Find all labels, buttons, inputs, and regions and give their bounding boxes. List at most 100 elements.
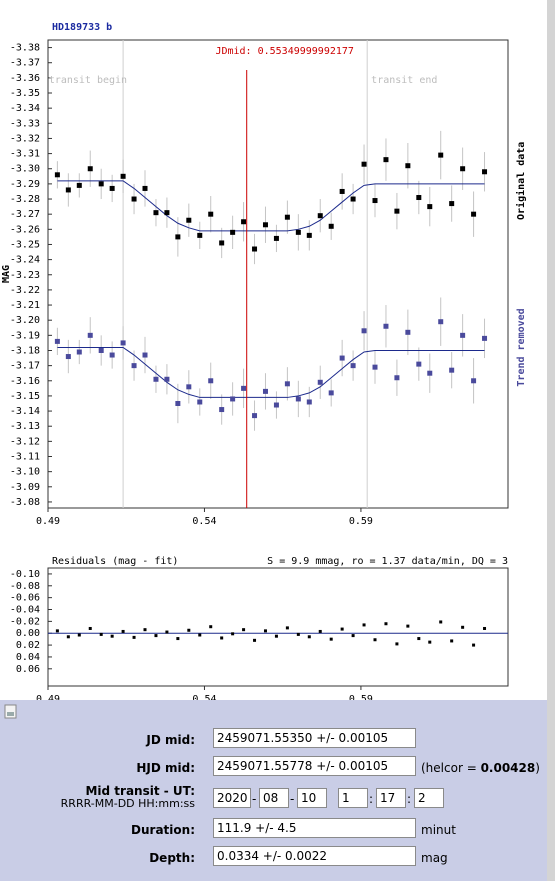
data-point (405, 163, 411, 169)
data-point (65, 354, 71, 360)
data-point (88, 626, 92, 630)
y-tick-label: -3.32 (10, 133, 40, 144)
data-point (471, 378, 477, 384)
data-point (372, 198, 378, 204)
data-point (131, 363, 137, 369)
y-tick-label: -3.08 (10, 497, 40, 508)
data-point (339, 355, 345, 361)
data-point (76, 182, 82, 188)
chart-title: HD189733 b (52, 22, 112, 33)
data-point (427, 370, 433, 376)
chart-title: Residuals (mag - fit) (52, 556, 178, 567)
data-point (219, 407, 225, 413)
y-tick-label: -3.26 (10, 224, 40, 235)
transit-label: transit begin (49, 75, 127, 86)
data-point (449, 201, 455, 207)
data-point (450, 639, 454, 643)
data-point (460, 332, 466, 338)
y-tick-label: -3.24 (10, 255, 40, 266)
data-point (439, 620, 443, 624)
y-tick-label: -3.11 (10, 452, 40, 463)
data-point (438, 319, 444, 325)
data-point (307, 635, 311, 639)
input[interactable]: 0.0334 +/- 0.0022 (213, 846, 416, 866)
data-point (482, 169, 488, 175)
data-point (361, 161, 367, 167)
helcor: (helcor = 0.00428) (421, 761, 540, 775)
data-point (383, 323, 389, 329)
label: JD mid: (146, 733, 195, 747)
data-point (120, 173, 126, 179)
y-tick-label: -3.22 (10, 285, 40, 296)
charts: -3.38 -3.37 -3.36 -3.35 -3.34 -3.33 -3.32 -3.31… (1, 22, 527, 705)
label: Duration: (131, 823, 195, 837)
data-point (461, 625, 465, 629)
data-point (339, 188, 345, 194)
series-label: Original data (515, 142, 527, 220)
data-point (383, 157, 389, 163)
y-tick-label: -3.19 (10, 330, 40, 341)
input[interactable]: 17 (376, 788, 406, 808)
y-tick-label: -3.20 (10, 315, 40, 326)
label: HJD mid: (136, 761, 195, 775)
y-tick-label: -0.02 (10, 616, 40, 627)
result-form: JD mid: 2459071.55350 +/- 0.00105 HJD mi… (0, 700, 547, 881)
y-tick-label: -3.28 (10, 194, 40, 205)
icon[interactable] (4, 704, 18, 720)
data-point (109, 185, 115, 191)
data-point (472, 643, 476, 647)
data-point (120, 340, 126, 346)
data-point (109, 352, 115, 358)
y-tick-label: -3.09 (10, 482, 40, 493)
scrollbar[interactable] (547, 0, 555, 881)
data-point (87, 332, 93, 338)
data-point (351, 634, 355, 638)
unit: mag (421, 851, 448, 865)
input[interactable]: 2020 (213, 788, 251, 808)
text: (helcor = (421, 761, 481, 775)
data-point (186, 217, 192, 223)
data-point (165, 630, 169, 634)
input[interactable]: 2459071.55778 +/- 0.00105 (213, 756, 416, 776)
y-tick-label: 0.06 (16, 664, 40, 675)
data-point (427, 204, 433, 210)
label: Mid transit - UT: (85, 784, 195, 798)
data-point (350, 196, 356, 202)
y-tick-label: -3.33 (10, 118, 40, 129)
input[interactable]: 08 (259, 788, 289, 808)
y-tick-label: 0.04 (16, 652, 40, 663)
y-tick-label: -3.18 (10, 345, 40, 356)
data-point (417, 637, 421, 641)
separator: : (407, 792, 412, 806)
input[interactable]: 10 (297, 788, 327, 808)
y-tick-label: -0.06 (10, 593, 40, 604)
data-point (143, 628, 147, 632)
data-point (317, 379, 323, 385)
data-point (220, 636, 224, 640)
value: 0.00428 (480, 761, 536, 775)
data-point (471, 211, 477, 217)
data-point (263, 629, 267, 633)
y-tick-label: -3.13 (10, 421, 40, 432)
data-point (242, 628, 246, 632)
y-tick-label: -0.08 (10, 581, 40, 592)
data-point (98, 181, 104, 187)
input[interactable]: 111.9 +/- 4.5 (213, 818, 416, 838)
data-point (252, 246, 258, 252)
data-point (340, 627, 344, 631)
y-tick-label: -3.29 (10, 179, 40, 190)
data-point (483, 626, 487, 630)
data-point (231, 632, 235, 636)
data-point (142, 352, 148, 358)
data-point (273, 235, 279, 241)
input[interactable]: 2 (414, 788, 444, 808)
data-point (274, 634, 278, 638)
input[interactable]: 2459071.55350 +/- 0.00105 (213, 728, 416, 748)
data-point (373, 638, 377, 642)
format: RRRR-MM-DD HH:mm:ss (60, 797, 195, 810)
chart-subtitle: S = 9.9 mmag, ro = 1.37 data/min, DQ = 3 (267, 556, 508, 567)
x-tick-label: 0.59 (349, 694, 373, 700)
input[interactable]: 1 (338, 788, 368, 808)
y-tick-label: -3.34 (10, 103, 40, 114)
